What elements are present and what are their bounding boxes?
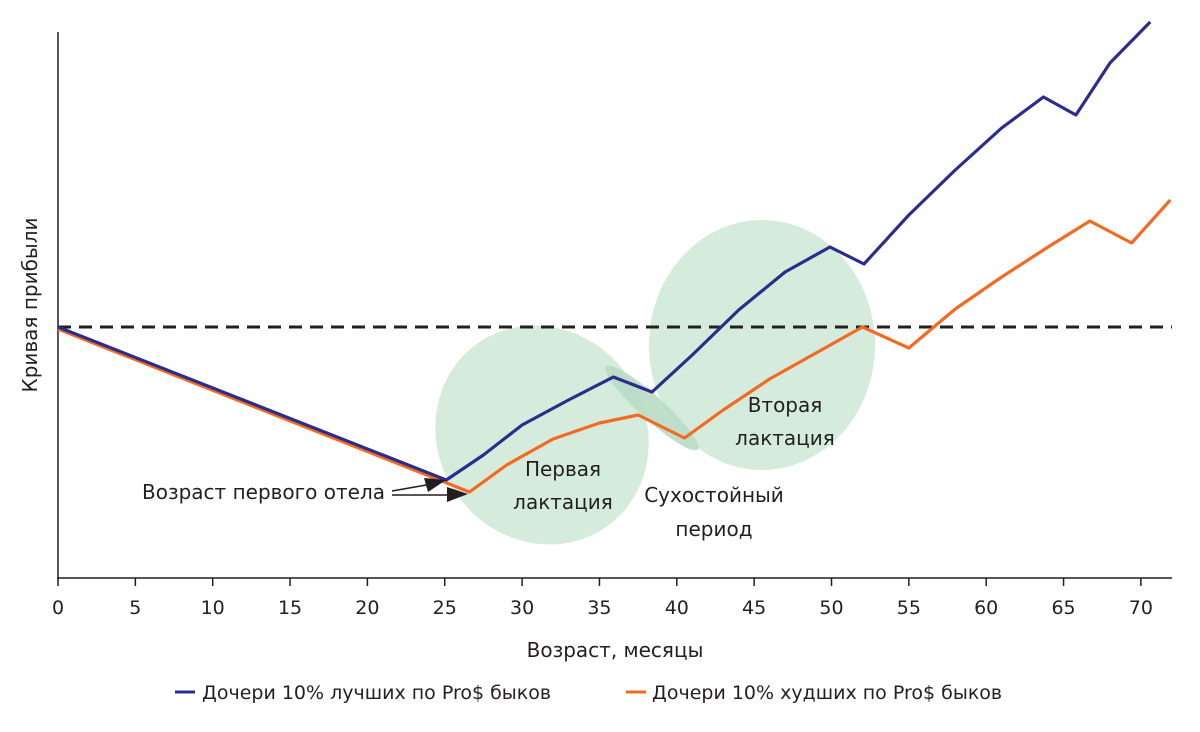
x-tick-label: 50 bbox=[819, 597, 843, 619]
dry-period-label-1: Сухостойный bbox=[644, 483, 784, 507]
x-tick-label: 20 bbox=[355, 597, 379, 619]
series-line-best bbox=[57, 20, 1152, 482]
y-axis-label: Кривая прибыли bbox=[18, 218, 42, 393]
x-tick-label: 60 bbox=[974, 597, 998, 619]
x-tick-label: 45 bbox=[742, 597, 766, 619]
x-tick-label: 35 bbox=[587, 597, 611, 619]
series-line-worst bbox=[57, 198, 1172, 494]
first-lactation-region bbox=[435, 325, 649, 545]
first-calving-arrows bbox=[391, 478, 468, 502]
x-tick-label: 55 bbox=[897, 597, 921, 619]
x-axis-label: Возраст, месяцы bbox=[527, 638, 704, 662]
legend-label-worst: Дочери 10% худших по Pro$ быков bbox=[652, 682, 1002, 704]
second-lactation-region bbox=[649, 220, 875, 470]
x-tick-label: 10 bbox=[201, 597, 225, 619]
legend-label-best: Дочери 10% лучших по Pro$ быков bbox=[202, 682, 551, 704]
dry-period-label-2: период bbox=[675, 517, 752, 541]
x-tick-label: 70 bbox=[1129, 597, 1153, 619]
legend: Дочери 10% лучших по Pro$ быков Дочери 1… bbox=[175, 682, 1002, 704]
first-lactation-label-2: лактация bbox=[513, 490, 613, 514]
x-tick-label: 40 bbox=[665, 597, 689, 619]
x-tick-label: 65 bbox=[1051, 597, 1075, 619]
x-tick-label: 5 bbox=[129, 597, 141, 619]
x-tick-label: 15 bbox=[278, 597, 302, 619]
x-tick-label: 0 bbox=[52, 597, 64, 619]
second-lactation-label-2: лактация bbox=[735, 426, 835, 450]
dry-period-region bbox=[605, 365, 699, 451]
second-lactation-label-1: Вторая bbox=[748, 393, 823, 417]
first-calving-label: Возраст первого отела bbox=[142, 480, 385, 504]
x-tick-label: 30 bbox=[510, 597, 534, 619]
x-tick-label: 25 bbox=[433, 597, 457, 619]
first-lactation-label-1: Первая bbox=[525, 457, 601, 481]
